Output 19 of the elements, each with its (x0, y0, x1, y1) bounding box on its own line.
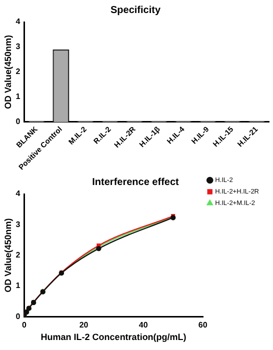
x-tick-label: 20 (79, 320, 89, 330)
x-tick-label: 60 (198, 320, 208, 330)
x-axis-title: Human IL-2 Concentration(pg/mL) (40, 332, 186, 342)
x-tick-label: 40 (138, 320, 148, 330)
y-axis-title: OD Value(450nm) (2, 218, 13, 292)
y-tick-label: 4 (16, 189, 21, 198)
y-tick-label: 2 (16, 250, 21, 260)
x-tick-label: 0 (22, 320, 28, 330)
y-tick-label: 1 (16, 281, 21, 290)
y-tick-label: 1 (16, 92, 21, 102)
y-axis-title: OD Value(450nm) (2, 34, 13, 109)
chart-title: Specificity (110, 4, 161, 16)
y-tick-label: 0 (16, 312, 21, 321)
y-tick-label: 3 (16, 42, 21, 52)
y-tick-label: 3 (16, 220, 21, 229)
chart-title: Interference effect (92, 176, 180, 188)
y-tick-label: 0 (16, 117, 21, 126)
y-tick-label: 4 (16, 17, 21, 26)
y-tick-label: 2 (16, 67, 21, 76)
